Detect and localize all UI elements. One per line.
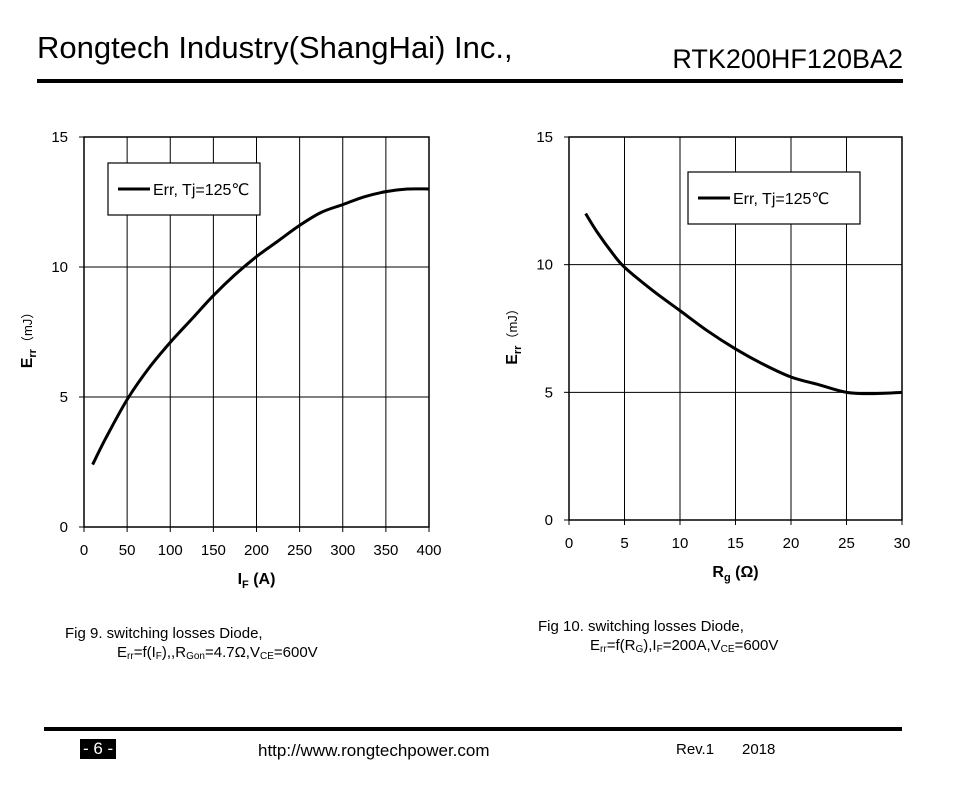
y-tick-label: 15 bbox=[51, 129, 68, 146]
x-tick-label: 0 bbox=[565, 535, 573, 552]
caption-fig9: Fig 9. switching losses Diode, Err=f(IF)… bbox=[65, 624, 318, 666]
header-divider bbox=[37, 79, 903, 83]
x-tick-label: 200 bbox=[244, 542, 269, 559]
x-tick-label: 350 bbox=[373, 542, 398, 559]
x-tick-label: 100 bbox=[158, 542, 183, 559]
y-tick-label: 10 bbox=[536, 257, 553, 274]
caption-fig10: Fig 10. switching losses Diode, Err=f(RG… bbox=[538, 617, 778, 659]
x-tick-label: 0 bbox=[80, 542, 88, 559]
caption-fig9-line1: Fig 9. switching losses Diode, bbox=[65, 625, 263, 642]
caption-fig9-line2: Err=f(IF),,RGon=4.7Ω,VCE=600V bbox=[117, 644, 318, 662]
caption-fig10-line2: Err=f(RG),IF=200A,VCE=600V bbox=[590, 637, 779, 655]
part-number: RTK200HF120BA2 bbox=[672, 44, 903, 74]
x-tick-label: 30 bbox=[894, 535, 911, 552]
x-tick-label: 10 bbox=[672, 535, 689, 552]
x-axis-label: IF (A) bbox=[238, 571, 276, 591]
x-tick-label: 250 bbox=[287, 542, 312, 559]
series-line-err bbox=[91, 187, 430, 466]
x-tick-label: 400 bbox=[416, 542, 441, 559]
footer-revision: Rev.1 bbox=[676, 741, 715, 758]
footer-url[interactable]: http://www.rongtechpower.com bbox=[258, 741, 490, 760]
x-tick-label: 150 bbox=[201, 542, 226, 559]
footer-year: 2018 bbox=[742, 741, 776, 758]
y-tick-label: 0 bbox=[545, 512, 553, 529]
x-tick-label: 25 bbox=[838, 535, 855, 552]
y-tick-label: 10 bbox=[51, 259, 68, 276]
y-tick-label: 0 bbox=[60, 519, 68, 536]
x-tick-label: 15 bbox=[727, 535, 744, 552]
footer-divider bbox=[44, 727, 902, 731]
series-line-err bbox=[584, 212, 903, 396]
y-tick-label: 5 bbox=[60, 389, 68, 406]
x-tick-label: 5 bbox=[620, 535, 628, 552]
y-axis-label: Err（mJ） bbox=[504, 302, 524, 365]
y-tick-label: 5 bbox=[545, 384, 553, 401]
page-number: - 6 - bbox=[80, 739, 117, 759]
legend-label: Err, Tj=125℃ bbox=[733, 191, 829, 208]
company-name: Rongtech Industry(ShangHai) Inc., bbox=[37, 30, 513, 65]
x-tick-label: 300 bbox=[330, 542, 355, 559]
chart-fig10: 0 5 10 15 20 25 30 0 5 10 15 Rg (Ω) Err（mJ） Err, Tj=1… bbox=[504, 129, 911, 584]
x-tick-label: 50 bbox=[119, 542, 136, 559]
x-tick-label: 20 bbox=[783, 535, 800, 552]
chart-fig9: 0 50 100 150 200 250 300 350 400 0 5 10 15 IF (A) Err（… bbox=[19, 129, 442, 591]
x-axis-label: Rg (Ω) bbox=[712, 564, 758, 584]
y-axis-label: Err（mJ） bbox=[19, 306, 39, 369]
y-tick-label: 15 bbox=[536, 129, 553, 146]
legend-label: Err, Tj=125℃ bbox=[153, 182, 249, 199]
caption-fig10-line1: Fig 10. switching losses Diode, bbox=[538, 618, 744, 635]
